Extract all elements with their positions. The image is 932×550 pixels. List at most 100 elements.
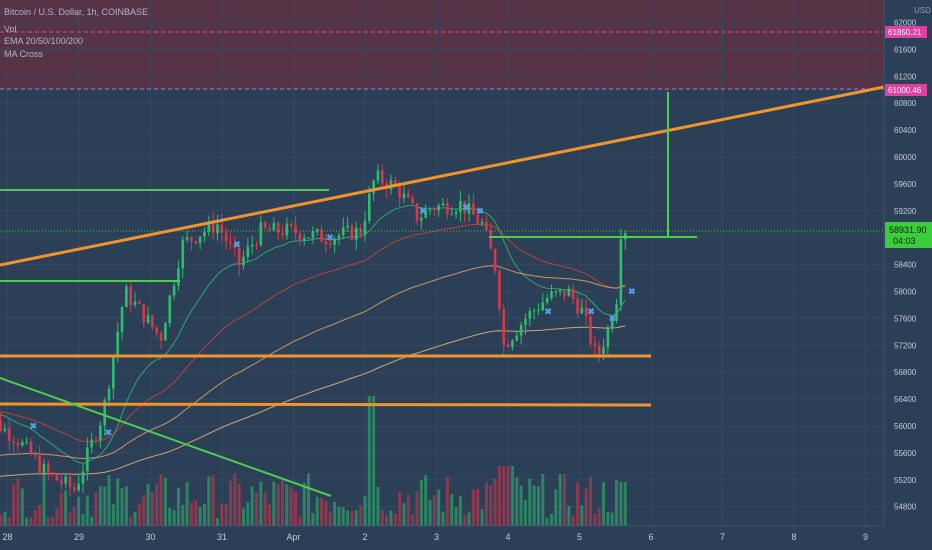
volume-bar: [441, 511, 445, 526]
candle-body: [268, 227, 271, 231]
candle-body: [459, 201, 462, 212]
volume-bar: [202, 503, 206, 526]
green-descending-line[interactable]: [0, 377, 332, 497]
volume-bar: [489, 485, 493, 526]
volume-bar: [90, 516, 94, 526]
candle-body: [528, 310, 532, 319]
volume-bar: [159, 474, 163, 526]
volume-bar: [124, 486, 128, 526]
candle-body: [381, 170, 384, 184]
rising-trendline[interactable]: [0, 85, 885, 267]
volume-bar: [567, 506, 571, 526]
volume-bar: [350, 511, 354, 526]
candle-body: [511, 340, 514, 347]
candle-body: [125, 286, 128, 308]
volume-bar: [51, 516, 55, 526]
volume-bar: [20, 488, 24, 526]
candle-body: [25, 441, 28, 443]
candle-body: [584, 307, 588, 317]
price-tick-label: 57600: [894, 314, 917, 323]
volume-bar: [320, 498, 324, 526]
candle-body: [142, 304, 146, 323]
candle-body: [211, 221, 215, 234]
volume-bar: [315, 496, 319, 526]
candle-body: [302, 238, 306, 241]
volume-bar: [215, 517, 219, 526]
volume-bar: [272, 481, 276, 526]
volume-bar: [324, 500, 328, 526]
price-tick-label: 57200: [894, 341, 917, 350]
candle-body: [320, 229, 323, 242]
volume-bar: [445, 477, 449, 526]
candle-body: [524, 318, 527, 325]
volume-bar: [467, 512, 471, 526]
volume-bar: [198, 506, 202, 526]
candle-body: [619, 239, 623, 305]
support-line-lower[interactable]: [0, 402, 652, 407]
candle-body: [47, 463, 50, 473]
candle-body: [541, 302, 545, 311]
candle-body: [220, 224, 224, 233]
time-tick-label: 5: [577, 532, 582, 542]
candle-body: [250, 245, 254, 247]
symbol-title[interactable]: Bitcoin / U.S. Dollar, 1h, COINBASE: [4, 7, 148, 17]
candle-body: [181, 239, 185, 269]
candle-body: [42, 463, 46, 473]
price-tick-label: 60400: [894, 126, 917, 135]
indicator-ema[interactable]: EMA 20/50/100/200: [4, 36, 83, 46]
candle-body: [198, 236, 202, 244]
volume-bar: [519, 485, 523, 526]
candle-body: [324, 241, 328, 245]
candle-body: [519, 324, 523, 336]
time-axis[interactable]: [0, 526, 884, 550]
candle-body: [289, 223, 293, 226]
volume-bar: [615, 479, 619, 526]
volume-bar: [137, 503, 141, 526]
candle-body: [589, 316, 592, 344]
volume-bar: [497, 466, 501, 526]
volume-bar: [103, 486, 107, 526]
candle-body: [407, 193, 410, 198]
indicator-vol[interactable]: Vol: [4, 24, 17, 34]
volume-bar: [619, 481, 623, 526]
candle-body: [229, 241, 232, 244]
volume-bar: [419, 480, 423, 526]
volume-bar: [298, 516, 302, 526]
volume-bar: [116, 478, 120, 526]
indicator-ma-cross[interactable]: MA Cross: [4, 49, 44, 59]
candle-body: [467, 203, 471, 214]
volume-bar: [237, 483, 241, 526]
candle-body: [294, 225, 297, 234]
candle-body: [263, 222, 267, 228]
candle-body: [333, 238, 336, 245]
candle-body: [446, 203, 449, 215]
candle-body: [437, 205, 440, 211]
drawing-layer: [0, 31, 885, 497]
candle-body: [177, 268, 180, 286]
volume-bar: [623, 481, 627, 526]
price-tick-label: 59600: [894, 180, 917, 189]
candle-body: [246, 246, 250, 257]
ma-cross-marker: ✖: [462, 202, 470, 212]
volume-bar: [393, 513, 397, 526]
candle-body: [515, 335, 519, 341]
time-tick-label: 31: [217, 532, 227, 542]
candle-body: [307, 237, 310, 239]
volume-bar: [411, 514, 415, 526]
candle-body: [337, 235, 341, 239]
volume-bar: [480, 509, 484, 526]
time-tick-label: 30: [145, 532, 155, 542]
resistance-zone: [0, 0, 884, 90]
candle-body: [372, 180, 375, 194]
upper-level-label: 61850.21: [888, 28, 922, 37]
volume-bar: [207, 476, 211, 526]
volume-bar: [584, 488, 588, 526]
volume-bar: [376, 487, 380, 526]
volume-bar: [250, 486, 254, 526]
price-tick-label: 60000: [894, 153, 917, 162]
volume-bar: [558, 474, 562, 526]
volume-bar: [545, 517, 549, 526]
candle-body: [190, 237, 193, 241]
